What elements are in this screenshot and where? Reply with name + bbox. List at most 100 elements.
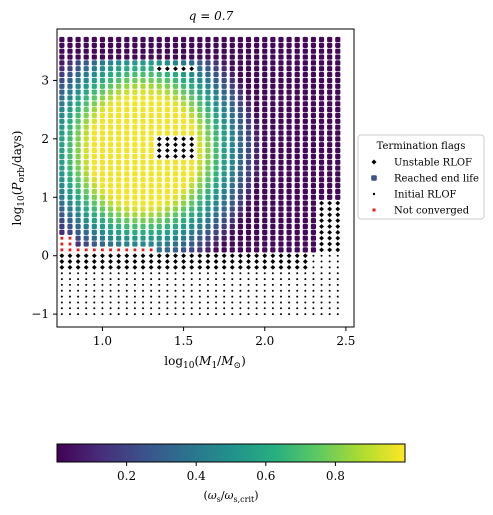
point-reached-end-life [172, 101, 179, 107]
point-initial-rlof [231, 307, 234, 310]
point-reached-end-life [91, 89, 97, 95]
point-reached-end-life [221, 241, 227, 247]
point-reached-end-life [180, 171, 187, 177]
point-reached-end-life [83, 177, 89, 183]
point-reached-end-life [278, 171, 284, 177]
point-reached-end-life [132, 136, 138, 142]
point-initial-rlof [109, 295, 112, 298]
point-unstable-rlof [67, 265, 73, 270]
point-unstable-rlof [173, 148, 178, 153]
point-reached-end-life [164, 83, 170, 89]
point-reached-end-life [254, 124, 260, 130]
point-unstable-rlof [189, 259, 195, 264]
point-reached-end-life [294, 171, 300, 177]
point-reached-end-life [156, 107, 162, 113]
point-unstable-rlof [173, 142, 178, 148]
point-initial-rlof [77, 278, 80, 281]
point-initial-rlof [320, 313, 323, 316]
point-reached-end-life [116, 165, 122, 171]
point-unstable-rlof [270, 259, 276, 264]
point-reached-end-life [83, 112, 89, 119]
point-reached-end-life [221, 71, 227, 78]
point-reached-end-life [124, 107, 130, 113]
point-reached-end-life [245, 229, 252, 235]
point-reached-end-life [213, 218, 219, 224]
point-reached-end-life [164, 89, 170, 95]
point-reached-end-life [124, 223, 130, 230]
point-reached-end-life [107, 83, 114, 89]
point-unstable-rlof [286, 259, 292, 264]
point-initial-rlof [247, 295, 250, 298]
point-initial-rlof [215, 307, 218, 310]
point-reached-end-life [221, 42, 227, 48]
legend-box [357, 134, 485, 220]
point-reached-end-life [237, 171, 243, 177]
point-reached-end-life [124, 171, 130, 177]
point-initial-rlof [320, 278, 323, 281]
point-reached-end-life [197, 177, 203, 183]
point-reached-end-life [132, 89, 138, 95]
point-reached-end-life [132, 95, 138, 101]
point-reached-end-life [67, 218, 73, 224]
point-reached-end-life [156, 194, 162, 200]
point-reached-end-life [75, 218, 81, 224]
point-reached-end-life [164, 206, 170, 212]
point-reached-end-life [99, 60, 106, 66]
point-reached-end-life [302, 136, 308, 142]
point-unstable-rlof [335, 206, 341, 212]
point-reached-end-life [318, 124, 325, 130]
point-reached-end-life [262, 206, 268, 212]
point-reached-end-life [221, 182, 227, 189]
y-tick-label: 2 [41, 132, 49, 146]
point-reached-end-life [99, 89, 106, 95]
point-unstable-rlof [254, 259, 260, 264]
point-reached-end-life [262, 171, 268, 177]
point-initial-rlof [142, 278, 145, 281]
point-reached-end-life [59, 229, 65, 235]
point-reached-end-life [189, 60, 195, 66]
point-reached-end-life [262, 77, 268, 84]
point-initial-rlof [320, 254, 323, 257]
point-reached-end-life [180, 165, 187, 171]
point-reached-end-life [302, 194, 308, 200]
point-reached-end-life [294, 241, 300, 247]
point-reached-end-life [140, 159, 146, 165]
point-initial-rlof [263, 278, 266, 281]
point-reached-end-life [91, 182, 97, 189]
point-initial-rlof [158, 301, 161, 304]
point-initial-rlof [304, 307, 307, 310]
point-reached-end-life [237, 107, 243, 113]
point-reached-end-life [189, 223, 195, 230]
point-reached-end-life [156, 130, 162, 136]
point-reached-end-life [254, 223, 260, 230]
point-initial-rlof [182, 301, 185, 304]
point-reached-end-life [205, 159, 211, 165]
point-initial-rlof [328, 254, 331, 257]
point-reached-end-life [148, 124, 154, 130]
point-initial-rlof [271, 307, 274, 310]
point-unstable-rlof [173, 136, 178, 142]
point-reached-end-life [270, 177, 276, 183]
point-reached-end-life [335, 118, 341, 124]
point-reached-end-life [116, 36, 122, 43]
point-reached-end-life [124, 147, 130, 154]
point-reached-end-life [318, 77, 325, 84]
point-reached-end-life [229, 66, 235, 72]
point-initial-rlof [271, 272, 274, 275]
point-reached-end-life [245, 77, 252, 84]
point-reached-end-life [213, 95, 219, 101]
point-reached-end-life [229, 223, 235, 230]
point-reached-end-life [67, 101, 73, 107]
point-reached-end-life [205, 223, 211, 230]
point-initial-rlof [312, 260, 315, 263]
point-reached-end-life [318, 159, 325, 165]
point-reached-end-life [59, 130, 65, 136]
point-reached-end-life [132, 194, 138, 200]
point-initial-rlof [223, 278, 226, 281]
point-initial-rlof [336, 301, 339, 304]
point-reached-end-life [310, 95, 317, 101]
point-unstable-rlof [189, 66, 195, 72]
point-reached-end-life [189, 89, 195, 95]
point-reached-end-life [59, 142, 65, 148]
point-reached-end-life [245, 112, 252, 119]
